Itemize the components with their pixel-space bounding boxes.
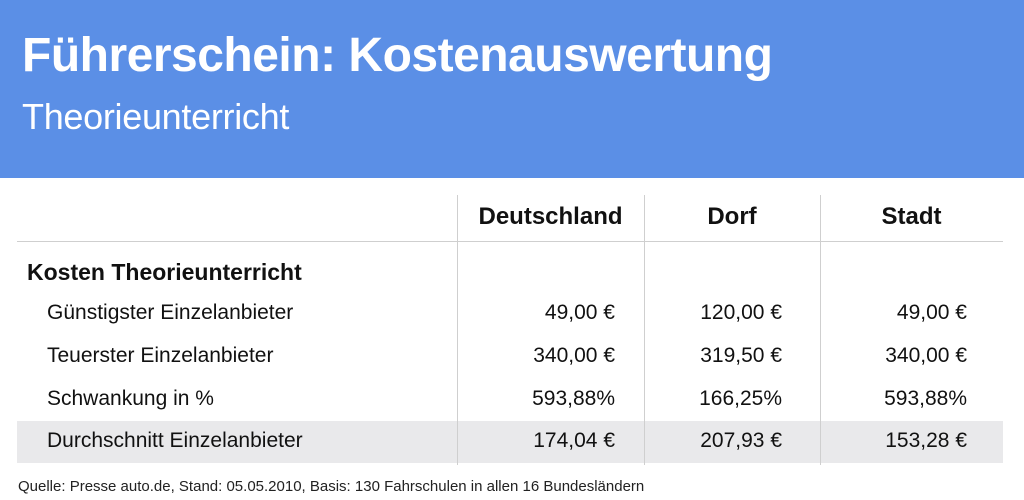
- cell-stadt: 593,88%: [884, 387, 967, 410]
- cell-dorf: 207,93 €: [700, 429, 782, 452]
- column-divider: [820, 195, 821, 465]
- cell-stadt: 153,28 €: [885, 429, 967, 452]
- table-row: Günstigster Einzelanbieter 49,00 € 120,0…: [17, 293, 1003, 335]
- cell-stadt: 340,00 €: [885, 344, 967, 367]
- page-subtitle: Theorieunterricht: [22, 96, 290, 137]
- cell-dorf: 120,00 €: [700, 301, 782, 324]
- section-label: Kosten Theorieunterricht: [27, 259, 302, 285]
- column-header-deutschland: Deutschland: [478, 203, 623, 230]
- header-banner: Führerschein: Kostenauswertung Theorieun…: [0, 0, 1024, 178]
- table-row-average: Durchschnitt Einzelanbieter 174,04 € 207…: [17, 421, 1003, 463]
- cost-table: Deutschland Dorf Stadt Kosten Theorieunt…: [17, 195, 1003, 465]
- cell-deutschland: 49,00 €: [544, 301, 615, 324]
- source-note: Quelle: Presse auto.de, Stand: 05.05.201…: [18, 478, 645, 495]
- row-label: Schwankung in %: [47, 387, 214, 410]
- cell-deutschland: 593,88%: [532, 387, 615, 410]
- row-label: Günstigster Einzelanbieter: [47, 301, 294, 324]
- column-divider: [457, 195, 458, 465]
- table-row: Schwankung in % 593,88% 166,25% 593,88%: [17, 379, 1003, 421]
- column-header-stadt: Stadt: [881, 203, 942, 230]
- column-divider: [644, 195, 645, 465]
- table-row-shade: [17, 421, 1003, 463]
- row-label: Durchschnitt Einzelanbieter: [47, 429, 303, 452]
- table-row: Teuerster Einzelanbieter 340,00 € 319,50…: [17, 336, 1003, 378]
- cell-stadt: 49,00 €: [896, 301, 967, 324]
- column-header-dorf: Dorf: [707, 203, 757, 230]
- cell-deutschland: 174,04 €: [533, 429, 615, 452]
- header-divider: [17, 241, 1003, 242]
- row-label: Teuerster Einzelanbieter: [47, 344, 274, 367]
- page-title: Führerschein: Kostenauswertung: [22, 29, 773, 82]
- cell-dorf: 166,25%: [699, 387, 782, 410]
- cell-deutschland: 340,00 €: [533, 344, 615, 367]
- cell-dorf: 319,50 €: [700, 344, 782, 367]
